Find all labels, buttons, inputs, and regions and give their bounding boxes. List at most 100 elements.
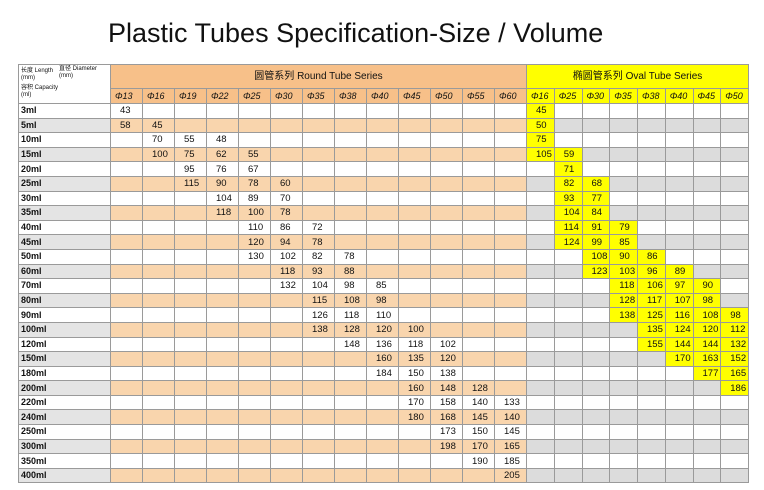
round-cell — [398, 292, 431, 309]
oval-cell — [692, 380, 722, 396]
oval-cell: 90 — [692, 278, 722, 294]
round-cell: 115 — [174, 175, 207, 192]
oval-cell — [581, 117, 611, 134]
round-cell — [142, 409, 175, 426]
round-cell — [398, 117, 431, 134]
oval-cell: 93 — [553, 190, 583, 207]
data-row: 350ml 190 185 — [18, 453, 750, 469]
round-cell — [494, 117, 527, 134]
round-cell — [398, 205, 431, 221]
round-cell — [238, 336, 271, 353]
oval-cell — [692, 161, 722, 177]
oval-cell — [692, 190, 722, 207]
round-cell — [206, 380, 239, 396]
round-cell — [270, 146, 303, 163]
oval-cell — [692, 394, 722, 411]
oval-diameter: Φ25 — [553, 88, 583, 104]
round-cell — [430, 234, 463, 250]
oval-cell: 98 — [720, 307, 750, 323]
oval-cell — [692, 263, 722, 280]
round-cell — [110, 351, 143, 367]
round-cell: 104 — [206, 190, 239, 207]
oval-cell: 85 — [609, 234, 638, 250]
round-diameter: Φ55 — [462, 88, 495, 104]
round-cell — [174, 365, 207, 382]
round-cell: 60 — [270, 175, 303, 192]
round-cell — [270, 292, 303, 309]
round-cell: 170 — [462, 438, 495, 455]
round-cell — [142, 248, 175, 265]
oval-cell: 107 — [664, 292, 694, 309]
round-cell — [302, 117, 335, 134]
oval-cell — [526, 278, 555, 294]
oval-cell: 152 — [720, 351, 750, 367]
row-label: 100ml — [18, 321, 111, 338]
round-cell — [174, 263, 207, 280]
round-cell: 102 — [270, 248, 303, 265]
round-cell — [366, 248, 399, 265]
row-label: 350ml — [18, 453, 111, 469]
oval-cell — [609, 132, 638, 148]
round-cell: 70 — [270, 190, 303, 207]
oval-cell — [720, 175, 750, 192]
round-cell — [366, 132, 399, 148]
round-cell — [238, 438, 271, 455]
round-diameter: Φ60 — [494, 88, 527, 104]
round-cell — [334, 117, 367, 134]
round-cell — [494, 161, 527, 177]
round-diameter: Φ22 — [206, 88, 239, 104]
round-cell — [430, 175, 463, 192]
round-cell — [110, 438, 143, 455]
round-cell — [110, 409, 143, 426]
round-cell — [494, 351, 527, 367]
oval-cell: 91 — [581, 219, 611, 236]
round-cell: 145 — [494, 424, 527, 440]
round-cell — [302, 132, 335, 148]
oval-cell — [609, 175, 638, 192]
round-cell — [110, 292, 143, 309]
round-cell — [430, 205, 463, 221]
row-label: 150ml — [18, 351, 111, 367]
round-cell: 138 — [430, 365, 463, 382]
round-cell — [142, 351, 175, 367]
round-cell — [462, 103, 495, 119]
oval-cell — [664, 394, 694, 411]
round-cell — [174, 292, 207, 309]
row-label: 5ml — [18, 117, 111, 134]
round-cell — [142, 205, 175, 221]
round-cell — [174, 424, 207, 440]
oval-cell — [637, 132, 666, 148]
round-cell — [142, 103, 175, 119]
round-cell — [270, 394, 303, 411]
oval-cell — [637, 409, 666, 426]
round-cell — [110, 453, 143, 469]
oval-cell: 96 — [637, 263, 666, 280]
data-row: 45ml 120 94 78 124 99 85 — [18, 234, 750, 250]
oval-cell — [692, 467, 722, 484]
oval-cell — [526, 190, 555, 207]
data-row: 400ml 205 — [18, 467, 750, 484]
round-cell: 48 — [206, 132, 239, 148]
round-cell: 76 — [206, 161, 239, 177]
round-cell — [174, 234, 207, 250]
row-label: 180ml — [18, 365, 111, 382]
oval-cell — [664, 175, 694, 192]
row-label: 400ml — [18, 467, 111, 484]
round-cell — [462, 248, 495, 265]
oval-cell — [526, 219, 555, 236]
round-cell: 184 — [366, 365, 399, 382]
round-cell — [142, 292, 175, 309]
data-row: 25ml 115 90 78 60 82 68 — [18, 175, 750, 192]
round-cell — [142, 234, 175, 250]
round-cell — [238, 307, 271, 323]
oval-cell — [637, 219, 666, 236]
oval-cell — [637, 394, 666, 411]
round-cell — [462, 219, 495, 236]
round-cell — [174, 117, 207, 134]
round-cell: 93 — [302, 263, 335, 280]
oval-cell — [609, 453, 638, 469]
round-cell: 85 — [366, 278, 399, 294]
round-cell — [334, 234, 367, 250]
round-diameter: Φ50 — [430, 88, 463, 104]
round-diameter: Φ30 — [270, 88, 303, 104]
